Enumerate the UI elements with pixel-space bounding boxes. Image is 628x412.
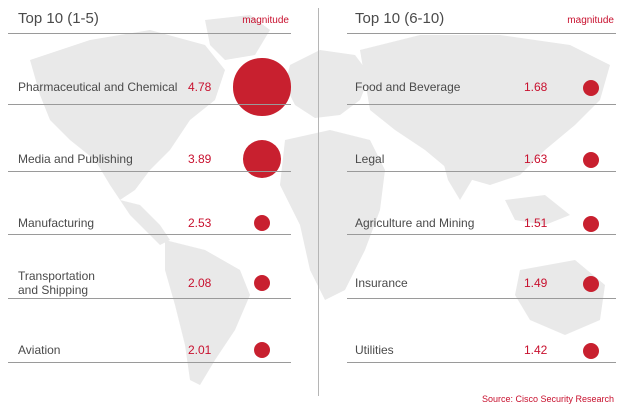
magnitude-bubble — [253, 214, 270, 231]
magnitude-bubble — [254, 342, 270, 358]
row-rule — [347, 104, 616, 105]
left-magnitude-label: magnitude — [242, 15, 289, 26]
row-value: 1.63 — [524, 152, 548, 166]
row-value: 2.01 — [188, 343, 212, 357]
row-label: Aviation — [18, 343, 61, 357]
row-rule — [8, 362, 291, 363]
row-value: 3.89 — [188, 152, 212, 166]
row-value: 1.42 — [524, 343, 548, 357]
magnitude-bubble — [583, 276, 599, 292]
row-value: 1.49 — [524, 276, 548, 290]
row-rule — [8, 104, 291, 105]
panel-divider — [318, 8, 319, 396]
magnitude-bubble — [583, 343, 599, 359]
left-header-rule — [8, 33, 291, 34]
row-value: 1.68 — [524, 80, 548, 94]
row-rule — [347, 298, 616, 299]
row-label: Insurance — [355, 276, 408, 290]
right-panel-title: Top 10 (6-10) — [355, 10, 445, 27]
row-label: Agriculture and Mining — [355, 216, 475, 230]
row-label: Media and Publishing — [18, 152, 133, 166]
row-label: Food and Beverage — [355, 80, 461, 94]
row-rule — [8, 171, 291, 172]
magnitude-bubble — [233, 58, 291, 116]
magnitude-bubble — [243, 140, 281, 178]
magnitude-bubble — [583, 216, 599, 232]
row-label: Transportation and Shipping — [18, 269, 95, 297]
row-label: Manufacturing — [18, 216, 95, 230]
row-rule — [8, 298, 291, 299]
row-value: 1.51 — [524, 216, 548, 230]
magnitude-bubble — [583, 80, 599, 96]
row-rule — [8, 234, 291, 235]
row-label: Pharmaceutical and Chemical — [18, 80, 178, 94]
row-value: 2.08 — [188, 276, 212, 290]
row-label: Legal — [355, 152, 385, 166]
row-value: 4.78 — [188, 80, 212, 94]
right-magnitude-label: magnitude — [567, 15, 614, 26]
source-note: Source: Cisco Security Research — [481, 394, 614, 404]
row-rule — [347, 171, 616, 172]
row-rule — [347, 234, 616, 235]
row-label: Utilities — [355, 343, 394, 357]
row-rule — [347, 362, 616, 363]
left-panel-title: Top 10 (1-5) — [18, 10, 99, 27]
magnitude-bubble — [254, 275, 270, 291]
right-header-rule — [347, 33, 616, 34]
row-value: 2.53 — [188, 216, 212, 230]
magnitude-bubble — [583, 152, 599, 168]
